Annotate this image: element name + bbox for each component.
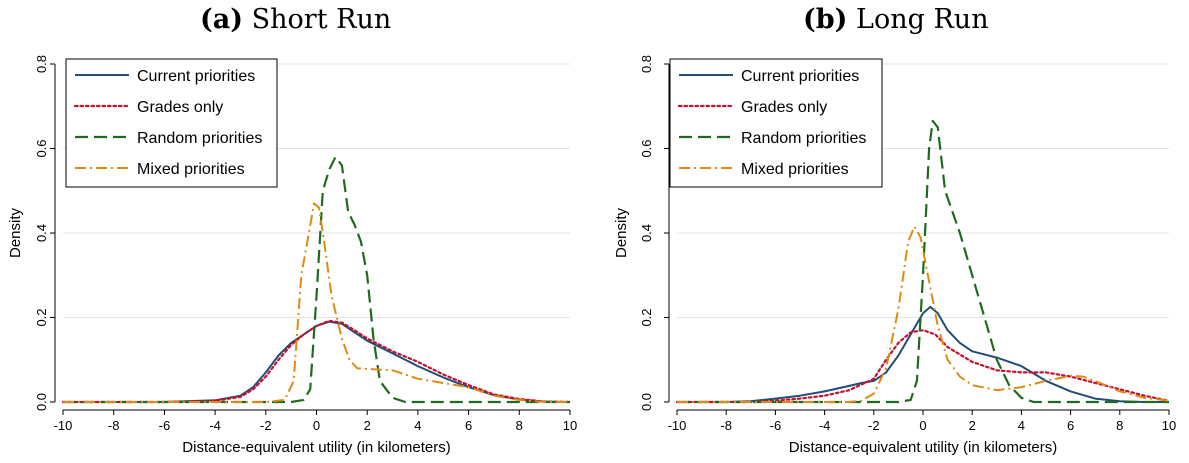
- panel-b-legend: Current priorities Grades only Random prio…: [669, 58, 883, 188]
- panel-b-title-text: Long Run: [856, 4, 989, 35]
- panel-a-x-tick-label: 8: [516, 418, 523, 433]
- panel-b-x-tick-label: -6: [770, 418, 782, 433]
- panel-a-title: (a) Short Run: [200, 4, 391, 35]
- panel-b-x-tick-label: -8: [720, 418, 732, 433]
- panel-a-series-grades: [61, 319, 572, 404]
- panel-a-x-tick-label: -8: [108, 418, 120, 433]
- panel-a-x-tick-label: -2: [260, 418, 272, 433]
- panel-a-y-tick-label: 0.4: [34, 224, 49, 242]
- panel-a-x-tick-label: 6: [465, 418, 472, 433]
- panel-b-legend-label-mixed: Mixed priorities: [741, 161, 849, 178]
- panel-b-y-tick-label: 0.6: [639, 139, 654, 157]
- panel-a-y-tick-label: 0.8: [34, 55, 49, 73]
- panel-b-legend-label-current: Current priorities: [741, 68, 859, 85]
- panel-a-y-tick-label: 0.6: [34, 139, 49, 157]
- panel-b-series-mixed: [677, 225, 1170, 403]
- panel-a-y-tick-label: 0.2: [34, 308, 49, 326]
- panel-b-x-tick-label: 10: [1162, 418, 1176, 433]
- panel-b-legend-label-grades: Grades only: [741, 99, 827, 116]
- panel-a-x-tick-label: -4: [209, 418, 221, 433]
- panel-b-x-tick-label: 6: [1067, 418, 1074, 433]
- panel-b-x-tick-label: 8: [1116, 418, 1123, 433]
- panel-b-y-tick-label: 0.8: [639, 55, 654, 73]
- panel-b-y-axis-label: Density: [613, 207, 630, 258]
- panel-b-legend-label-random: Random priorities: [741, 130, 866, 147]
- panel-b-x-tick-label: 4: [1018, 418, 1025, 433]
- panel-b-x-tick-label: 0: [919, 418, 926, 433]
- panel-a-y-tick-label: 0.0: [34, 393, 49, 411]
- panel-b-legend-box: [669, 58, 883, 188]
- panel-a-series-current: [63, 320, 571, 403]
- panel-a-y-axis-label: Density: [7, 207, 24, 258]
- panel-a-plot: 0.0 0.2 0.4 0.6 0.8 -10 -8 -6 -4 -2 0 2 4 6 8 10 Distanc…: [7, 55, 577, 456]
- panel-a-legend-label-mixed: Mixed priorities: [137, 161, 245, 178]
- panel-a-series-mixed: [63, 202, 570, 403]
- panel-a-x-tick-label: 4: [414, 418, 421, 433]
- panel-b-plot: 0.0 0.2 0.4 0.6 0.8 -10 -8 -6 -4 -2 0 2 4 6 8 10 Distanc…: [613, 55, 1176, 456]
- panel-a-series-random: [63, 155, 570, 404]
- panel-a-tag: (a): [200, 4, 244, 35]
- panel-b-x-tick-label: 2: [969, 418, 976, 433]
- panel-a-legend-label-grades: Grades only: [137, 99, 223, 116]
- panel-a-legend-label-random: Random priorities: [137, 130, 262, 147]
- panel-b-title: (b) Long Run: [803, 4, 989, 35]
- panel-a-x-tick-label: 2: [364, 418, 371, 433]
- panel-b-x-tick-label: -10: [668, 418, 687, 433]
- panel-a-legend-label-current: Current priorities: [137, 68, 255, 85]
- panel-a-x-tick-label: -6: [159, 418, 171, 433]
- panel-b-tag: (b): [803, 4, 848, 35]
- panel-a-legend-box: [65, 58, 278, 188]
- panel-a-x-tick-label: 10: [563, 418, 577, 433]
- panel-b-x-axis-label: Distance-equivalent utility (in kilomete…: [789, 439, 1057, 456]
- panel-a-x-tick-label: -10: [54, 418, 73, 433]
- panel-a-legend: Current priorities Grades only Random prio…: [65, 58, 278, 188]
- panel-a-title-text: Short Run: [251, 4, 392, 35]
- panel-b-y-tick-label: 0.4: [639, 224, 654, 242]
- panel-b-series-current: [677, 305, 1169, 403]
- panel-b-x-tick-label: -2: [868, 418, 880, 433]
- panel-b-x-tick-label: -4: [819, 418, 831, 433]
- panel-b-series-grades: [675, 329, 1171, 404]
- panel-a-x-tick-label: 0: [313, 418, 320, 433]
- panel-b-y-tick-label: 0.0: [639, 393, 654, 411]
- panel-b-y-tick-label: 0.2: [639, 308, 654, 326]
- panel-a-x-axis-label: Distance-equivalent utility (in kilomete…: [182, 439, 450, 456]
- panel-b-series-random: [677, 119, 1169, 404]
